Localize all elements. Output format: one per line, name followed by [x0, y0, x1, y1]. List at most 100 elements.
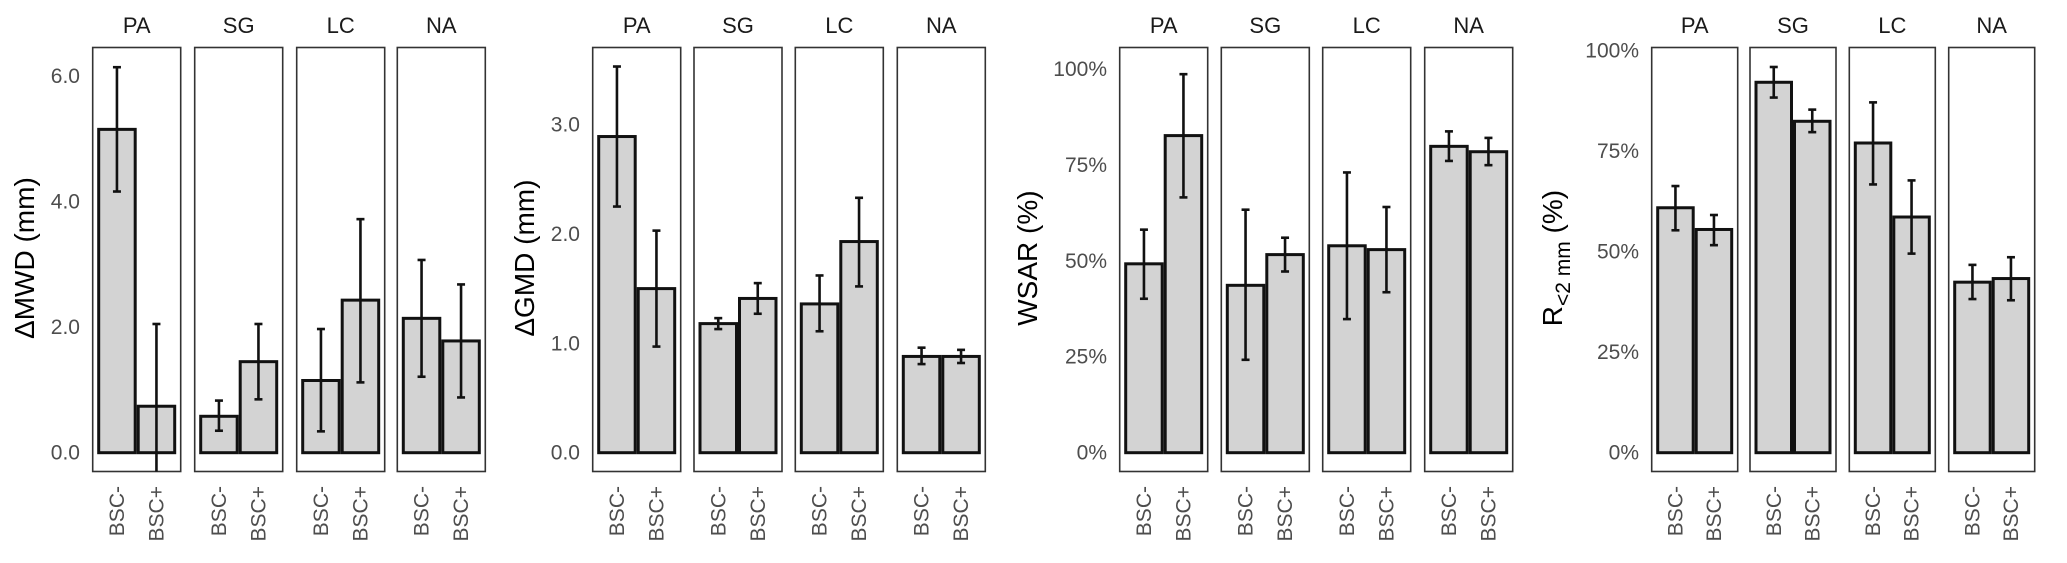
- error-bar: [1671, 184, 1680, 232]
- facet-pa: PA BSC- BSC+: [591, 13, 682, 541]
- x-tick-label: BSC-: [606, 486, 629, 536]
- x-tick-label: BSC-: [1133, 486, 1156, 536]
- x-tick-label: BSC+: [349, 486, 372, 541]
- x-tick-label: BSC-: [1438, 486, 1461, 536]
- x-tick-label: BSC-: [1763, 486, 1786, 536]
- bar-bscplus: [1892, 215, 1931, 455]
- x-tick-label: BSC+: [1801, 486, 1824, 541]
- error-bar: [1241, 208, 1250, 362]
- y-tick-label: 25%: [1065, 346, 1107, 369]
- y-tick-label: 2.0: [551, 223, 580, 246]
- y-axis-title: R<2 mm (%): [1537, 190, 1575, 326]
- x-tick-label: BSC+: [645, 486, 668, 541]
- y-axis-title: WSAR (%): [1012, 190, 1043, 325]
- x-tick-label: BSC-: [809, 486, 832, 536]
- bar-bscplus: [738, 296, 778, 455]
- y-tick-label: 50%: [1597, 241, 1639, 264]
- y-tick-label: 75%: [1597, 140, 1639, 163]
- facet-frame: [295, 46, 386, 473]
- x-tick-label: BSC-: [1235, 486, 1258, 536]
- y-tick-label: 4.0: [51, 191, 80, 214]
- error-bar: [214, 399, 223, 433]
- x-tick-label: BSC-: [106, 486, 129, 536]
- bar-bscminus: [1953, 280, 1992, 455]
- facet-lc: LC BSC- BSC+: [295, 13, 386, 541]
- y-tick-label: 0%: [1609, 442, 1639, 465]
- y-tick-label: 0%: [1077, 442, 1107, 465]
- error-bar: [254, 322, 263, 401]
- facet-frame: [896, 46, 987, 473]
- x-tick-label: BSC-: [208, 486, 231, 536]
- y-tick-label: 3.0: [551, 114, 580, 137]
- x-tick-label: BSC-: [310, 486, 333, 536]
- error-bar: [1769, 65, 1778, 99]
- x-tick-label: BSC+: [1172, 486, 1195, 541]
- error-bar: [1139, 228, 1148, 301]
- y-tick-label: 100%: [1053, 58, 1107, 81]
- facet-pa: PA BSC- BSC+: [1118, 13, 1209, 541]
- y-tick-label: 25%: [1597, 341, 1639, 364]
- x-tick-label: BSC+: [848, 486, 871, 541]
- facet-na: NA BSC- BSC+: [1423, 13, 1514, 541]
- error-bar: [152, 322, 161, 472]
- facet-strip-label: NA: [1453, 13, 1484, 38]
- facet-pa: PA BSC- BSC+: [91, 13, 182, 541]
- facet-frame: [193, 46, 284, 473]
- x-tick-label: BSC+: [247, 486, 270, 541]
- error-bar: [855, 196, 864, 288]
- facet-lc: LC BSC- BSC+: [1321, 13, 1412, 541]
- x-tick-label: BSC+: [1703, 486, 1726, 541]
- facet-lc: LC BSC- BSC+: [1848, 13, 1937, 541]
- x-tick-label: BSC+: [1477, 486, 1500, 541]
- x-tick-label: BSC-: [911, 486, 934, 536]
- facet-lc: LC BSC- BSC+: [794, 13, 885, 541]
- facet-strip-label: LC: [327, 13, 355, 38]
- facet-sg: SG BSC- BSC+: [193, 13, 284, 541]
- x-tick-label: BSC-: [1961, 486, 1984, 536]
- bar-bscminus: [1429, 144, 1469, 455]
- facet-na: NA BSC- BSC+: [1947, 13, 2036, 541]
- facet-sg: SG BSC- BSC+: [1749, 13, 1837, 541]
- x-tick-label: BSC-: [411, 486, 434, 536]
- facet-frame: [1423, 46, 1514, 473]
- error-bar: [1484, 136, 1493, 167]
- x-tick-label: BSC+: [747, 486, 770, 541]
- bar-bscminus: [1853, 141, 1893, 455]
- y-tick-label: 6.0: [51, 65, 80, 88]
- y-axis-title-subscript: <2 mm: [1552, 241, 1575, 306]
- error-bar: [1342, 171, 1351, 321]
- error-bar: [2006, 255, 2015, 302]
- y-axis-title-suffix: (%): [1537, 190, 1568, 241]
- facet-strip-label: SG: [223, 13, 255, 38]
- facet-sg: SG BSC- BSC+: [1220, 13, 1311, 541]
- facet-frame: [591, 46, 682, 473]
- facet-strip-label: PA: [623, 13, 651, 38]
- error-bar: [1869, 101, 1878, 186]
- facet-strip-label: LC: [1878, 13, 1906, 38]
- facet-na: NA BSC- BSC+: [396, 13, 487, 541]
- error-bar: [714, 316, 723, 331]
- bar-bscplus: [1991, 277, 2031, 455]
- y-tick-label: 2.0: [51, 316, 80, 339]
- facet-frame: [1650, 46, 1739, 473]
- error-bar: [417, 258, 426, 379]
- y-tick-label: 50%: [1065, 250, 1107, 273]
- facet-strip-label: PA: [1681, 13, 1709, 38]
- facet-strip-label: LC: [1353, 13, 1381, 38]
- y-axis-title: ΔMWD (mm): [9, 177, 40, 339]
- facet-pa: PA BSC- BSC+: [1650, 13, 1739, 541]
- facet-frame: [1848, 46, 1937, 473]
- chart-panel-2: ΔGMD (mm) 0.0 1.0 2.0 3.0 PA BSC- BSC+ SG BSC- BSC…: [509, 13, 987, 541]
- y-axis-title: ΔGMD (mm): [509, 180, 540, 337]
- x-tick-label: BSC-: [707, 486, 730, 536]
- facet-frame: [1749, 46, 1837, 473]
- facet-sg: SG BSC- BSC+: [693, 13, 783, 541]
- facet-strip-label: NA: [1976, 13, 2007, 38]
- y-tick-label: 100%: [1585, 40, 1639, 63]
- bar-bscminus: [698, 322, 738, 455]
- facet-strip-label: NA: [426, 13, 457, 38]
- x-tick-label: BSC-: [1862, 486, 1885, 536]
- error-bar: [1709, 213, 1718, 247]
- bar-bscplus: [1694, 227, 1734, 455]
- facet-frame: [1947, 46, 2036, 473]
